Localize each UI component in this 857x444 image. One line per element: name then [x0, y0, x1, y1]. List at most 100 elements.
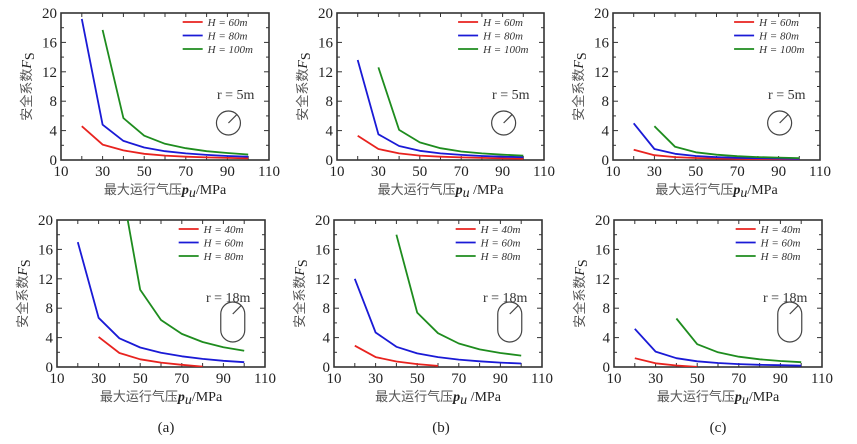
- radius-line-icon: [503, 113, 513, 124]
- series-line-h80m: [80, 18, 249, 158]
- x-tick-label: 30: [648, 371, 663, 387]
- legend-label: H = 60m: [758, 17, 799, 29]
- y-tick-label: 20: [595, 213, 610, 229]
- y-axis-title-sub: S: [296, 259, 311, 267]
- x-axis-title-cn: 最大运行气压: [375, 389, 453, 405]
- cavern-capsule-icon: [497, 301, 523, 343]
- y-axis-title: 安全系数FS: [19, 52, 38, 120]
- series-line-h100m: [377, 67, 524, 157]
- y-tick-label: 20: [315, 213, 330, 229]
- x-tick-label: 10: [330, 164, 345, 180]
- radius-annotation: r = 5m: [217, 88, 255, 103]
- series-line-h80m: [395, 234, 522, 357]
- radius-annotation: r = 18m: [483, 291, 528, 306]
- x-axis-title-var: p: [732, 183, 740, 198]
- y-tick-label: 8: [50, 94, 58, 110]
- legend-label: H = 100m: [207, 44, 253, 56]
- y-tick-label: 16: [318, 35, 334, 51]
- x-tick-label: 50: [410, 371, 425, 387]
- x-axis-title: 最大运行气压pu/MPa: [655, 182, 778, 201]
- x-axis-title-sub: u: [742, 393, 749, 408]
- series-line-h40m: [354, 344, 439, 367]
- x-axis-title-unit: /MPa: [196, 183, 227, 198]
- legend-label: H = 60m: [482, 17, 523, 29]
- cavern-circle-icon: [491, 110, 517, 136]
- y-tick-label: 16: [315, 242, 331, 258]
- radius-line-icon: [789, 304, 799, 315]
- y-tick-label: 20: [38, 213, 53, 229]
- series-line-h40m: [98, 336, 203, 367]
- cavern-capsule-icon: [220, 301, 246, 343]
- x-tick-label: 70: [731, 371, 746, 387]
- y-tick-label: 12: [318, 65, 333, 81]
- x-tick-label: 110: [809, 164, 831, 180]
- x-tick-label: 30: [647, 164, 662, 180]
- x-tick-label: 70: [178, 164, 193, 180]
- series-line-h60m: [634, 328, 802, 367]
- x-tick-label: 30: [95, 164, 110, 180]
- radius-annotation: r = 18m: [206, 291, 251, 306]
- x-tick-label: 110: [258, 164, 280, 180]
- radius-annotation: r = 5m: [768, 88, 806, 103]
- panel-label-a: (a): [158, 420, 175, 436]
- y-tick-label: 20: [594, 6, 609, 22]
- y-tick-label: 16: [594, 35, 610, 51]
- y-axis-title-sub: S: [576, 259, 591, 267]
- y-axis-title-cn: 安全系数: [15, 276, 31, 328]
- y-tick-label: 8: [603, 301, 611, 317]
- series-line-h100m: [653, 125, 800, 159]
- y-axis-title: 安全系数FS: [15, 259, 34, 327]
- x-axis-title: 最大运行气压pu /MPa: [378, 182, 505, 201]
- y-tick-label: 20: [42, 6, 57, 22]
- x-tick-label: 110: [533, 164, 555, 180]
- series-line-h40m: [634, 357, 698, 367]
- y-tick-label: 4: [603, 331, 611, 347]
- y-tick-label: 12: [38, 272, 53, 288]
- chart-panel-c-top: 10 30 50 70 90 110 0 4 8 12 16 20 最大运行气压pu/MPa 安全系数FS…: [571, 6, 831, 201]
- x-tick-label: 30: [368, 371, 383, 387]
- series-line-h80m: [632, 122, 800, 160]
- x-axis-title-unit: /MPa: [747, 183, 778, 198]
- x-axis-title: 最大运行气压pu /MPa: [375, 389, 502, 408]
- y-axis-title-var: F: [296, 60, 311, 70]
- x-axis-title-var: p: [734, 390, 742, 405]
- x-tick-label: 30: [91, 371, 106, 387]
- y-axis-title: 安全系数FS: [295, 52, 314, 120]
- legend-label: H = 80m: [480, 251, 521, 263]
- x-axis-title-cn: 最大运行气压: [378, 182, 456, 198]
- y-tick-label: 0: [602, 153, 610, 169]
- legend-label: H = 80m: [758, 31, 799, 43]
- chart-panel-a-top: 10 30 50 70 90 110 0 4 8 12 16 20 最大运行气压pu/MPa 安全系数FS…: [19, 6, 280, 201]
- x-axis-title-cn: 最大运行气压: [657, 389, 735, 405]
- y-axis-title-var: F: [16, 267, 31, 277]
- cavern-circle-icon: [215, 110, 242, 136]
- legend-label: H = 40m: [203, 224, 244, 236]
- series-line-h60m: [81, 125, 249, 160]
- y-tick-label: 8: [323, 301, 331, 317]
- y-tick-label: 0: [50, 153, 58, 169]
- x-axis-title-var: p: [455, 183, 463, 198]
- x-tick-label: 10: [50, 371, 65, 387]
- x-tick-label: 90: [495, 164, 510, 180]
- x-tick-label: 10: [607, 371, 622, 387]
- y-axis-title-cn: 安全系数: [571, 69, 587, 121]
- x-axis-title-var: p: [452, 390, 460, 405]
- cavern-capsule-icon: [777, 301, 803, 343]
- x-axis-title-sub: u: [463, 186, 470, 201]
- series-line-h60m: [357, 134, 524, 160]
- y-tick-label: 16: [38, 242, 54, 258]
- x-tick-label: 90: [771, 164, 786, 180]
- radius-line-icon: [228, 113, 238, 124]
- y-axis-title-sub: S: [575, 52, 590, 60]
- y-tick-label: 8: [602, 94, 610, 110]
- legend-label: H = 40m: [760, 224, 801, 236]
- x-axis-title-unit: /MPa: [467, 390, 502, 405]
- legend-label: H = 100m: [482, 44, 528, 56]
- x-axis-title-sub: u: [460, 393, 467, 408]
- x-axis-title-sub: u: [189, 186, 196, 201]
- y-tick-label: 0: [46, 360, 54, 376]
- x-axis-title-unit: /MPa: [749, 390, 780, 405]
- radius-annotation: r = 5m: [492, 88, 530, 103]
- legend-label: H = 60m: [760, 238, 801, 250]
